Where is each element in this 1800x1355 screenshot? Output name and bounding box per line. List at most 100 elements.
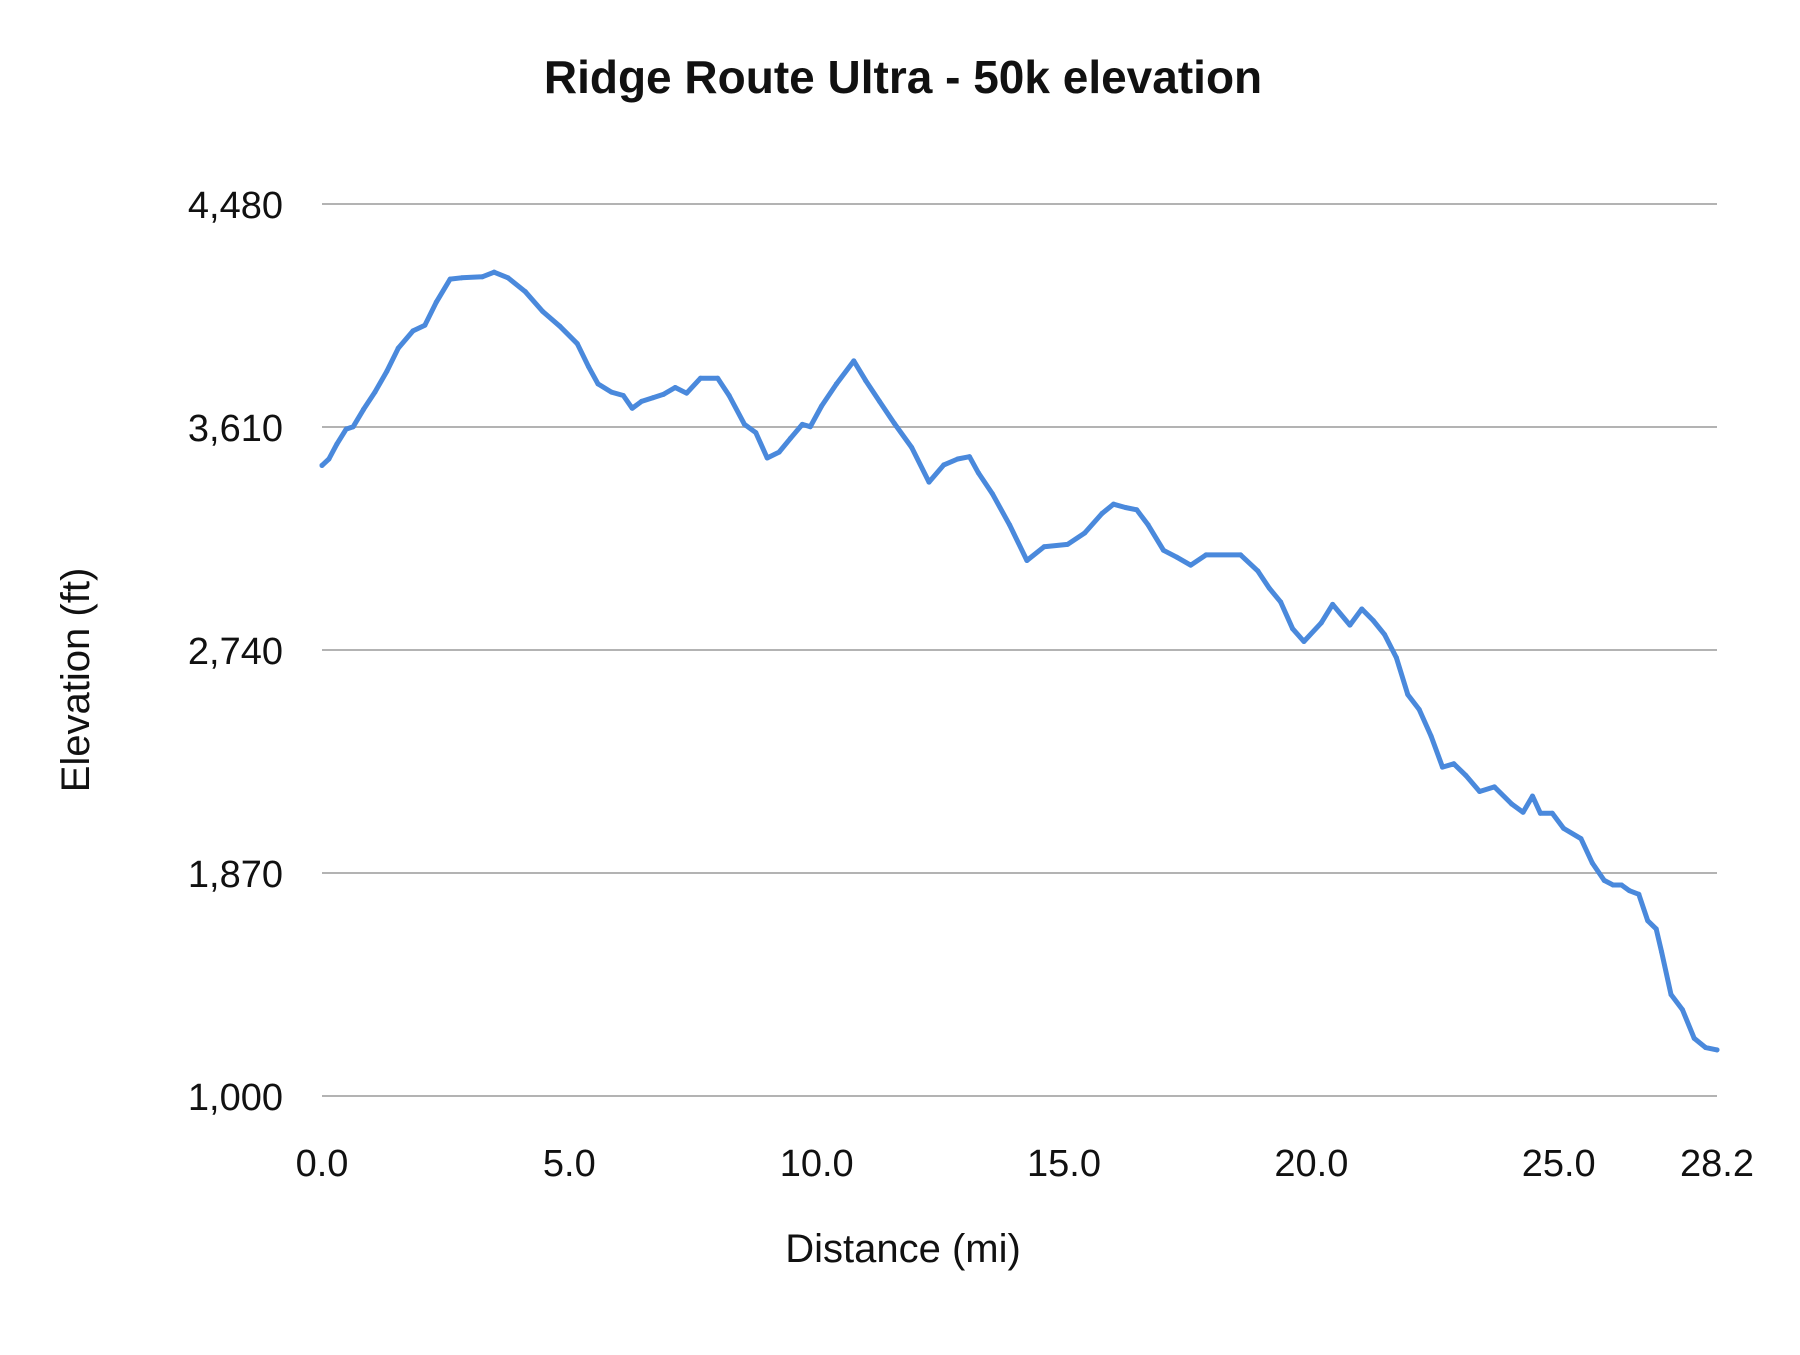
data-point xyxy=(1203,552,1209,558)
data-point xyxy=(1428,733,1434,739)
data-point xyxy=(1653,926,1659,932)
data-point xyxy=(715,375,721,381)
data-point xyxy=(1024,558,1030,564)
data-point xyxy=(1082,530,1088,536)
data-point xyxy=(1405,692,1411,698)
data-point xyxy=(989,491,995,497)
data-point xyxy=(1416,706,1422,712)
data-point xyxy=(1561,825,1567,831)
data-point xyxy=(479,274,485,280)
data-point xyxy=(877,398,883,404)
data-point xyxy=(372,389,378,395)
data-point xyxy=(955,456,961,462)
y-tick-label: 1,000 xyxy=(188,1077,283,1119)
data-point xyxy=(1266,585,1272,591)
data-point xyxy=(1668,991,1674,997)
y-tick-label: 2,740 xyxy=(188,631,283,673)
data-point xyxy=(1160,547,1166,553)
data-point xyxy=(1278,599,1284,605)
data-point xyxy=(1330,601,1336,607)
data-point xyxy=(741,421,747,427)
data-point xyxy=(1463,772,1469,778)
data-point xyxy=(1537,810,1543,816)
data-point xyxy=(1359,606,1365,612)
data-point xyxy=(557,323,563,329)
gridlines xyxy=(322,203,1717,1097)
data-point xyxy=(1318,620,1324,626)
data-point xyxy=(1174,554,1180,560)
data-point xyxy=(639,398,645,404)
data-point xyxy=(660,391,666,397)
data-point xyxy=(1370,618,1376,624)
data-point xyxy=(1714,1047,1720,1053)
data-point xyxy=(776,449,782,455)
x-tick-label: 20.0 xyxy=(1274,1143,1348,1185)
data-point xyxy=(1122,504,1128,510)
data-point xyxy=(819,403,825,409)
data-point xyxy=(753,430,759,436)
data-point xyxy=(1007,522,1013,528)
data-point xyxy=(1549,810,1555,816)
data-point xyxy=(1601,877,1607,883)
data-point xyxy=(726,392,732,398)
data-point xyxy=(967,454,973,460)
data-point xyxy=(851,358,857,364)
data-point xyxy=(1703,1045,1709,1051)
data-point xyxy=(684,390,690,396)
data-point xyxy=(384,368,390,374)
x-tick-labels: 0.0 5.0 10.0 15.0 20.0 25.0 28.2 xyxy=(296,1143,1754,1185)
data-point xyxy=(343,426,349,432)
data-point xyxy=(1679,1007,1685,1013)
data-point xyxy=(361,406,367,412)
data-point xyxy=(1451,761,1457,767)
series-group xyxy=(319,269,1720,1053)
y-axis-title: Elevation (ft) xyxy=(54,568,98,793)
data-point xyxy=(522,289,528,295)
data-point xyxy=(1610,882,1616,888)
elevation-line xyxy=(319,269,1720,1053)
data-point xyxy=(909,445,915,451)
chart-title: Ridge Route Ultra - 50k elevation xyxy=(544,51,1262,103)
data-point xyxy=(1645,918,1651,924)
data-point xyxy=(891,420,897,426)
data-point xyxy=(629,405,635,411)
data-point xyxy=(1290,626,1296,632)
data-point xyxy=(787,435,793,441)
data-point xyxy=(1691,1035,1697,1041)
data-point xyxy=(764,455,770,461)
data-point xyxy=(833,381,839,387)
x-tick-label: 25.0 xyxy=(1522,1143,1596,1185)
data-point xyxy=(595,381,601,387)
data-point xyxy=(1529,793,1535,799)
data-point xyxy=(1578,836,1584,842)
data-point xyxy=(395,345,401,351)
data-point xyxy=(1439,764,1445,770)
data-point xyxy=(1382,632,1388,638)
data-point xyxy=(350,424,356,430)
data-point xyxy=(1099,510,1105,516)
data-point xyxy=(650,395,656,401)
data-point xyxy=(608,389,614,395)
data-point xyxy=(410,328,416,334)
data-point xyxy=(1477,788,1483,794)
x-tick-label: 10.0 xyxy=(780,1143,854,1185)
data-point xyxy=(447,276,453,282)
data-point xyxy=(941,462,947,468)
data-point xyxy=(540,308,546,314)
data-point xyxy=(672,385,678,391)
data-point xyxy=(1619,882,1625,888)
y-tick-label: 1,870 xyxy=(188,854,283,896)
data-point xyxy=(1626,888,1632,894)
data-point xyxy=(1509,801,1515,807)
data-point xyxy=(1491,784,1497,790)
data-point xyxy=(505,275,511,281)
x-tick-label: 0.0 xyxy=(296,1143,349,1185)
data-point xyxy=(491,269,497,275)
data-point xyxy=(1238,552,1244,558)
data-point xyxy=(1255,568,1261,574)
data-point xyxy=(1041,544,1047,550)
data-point xyxy=(697,375,703,381)
data-point xyxy=(1347,622,1353,628)
data-point xyxy=(1589,860,1595,866)
